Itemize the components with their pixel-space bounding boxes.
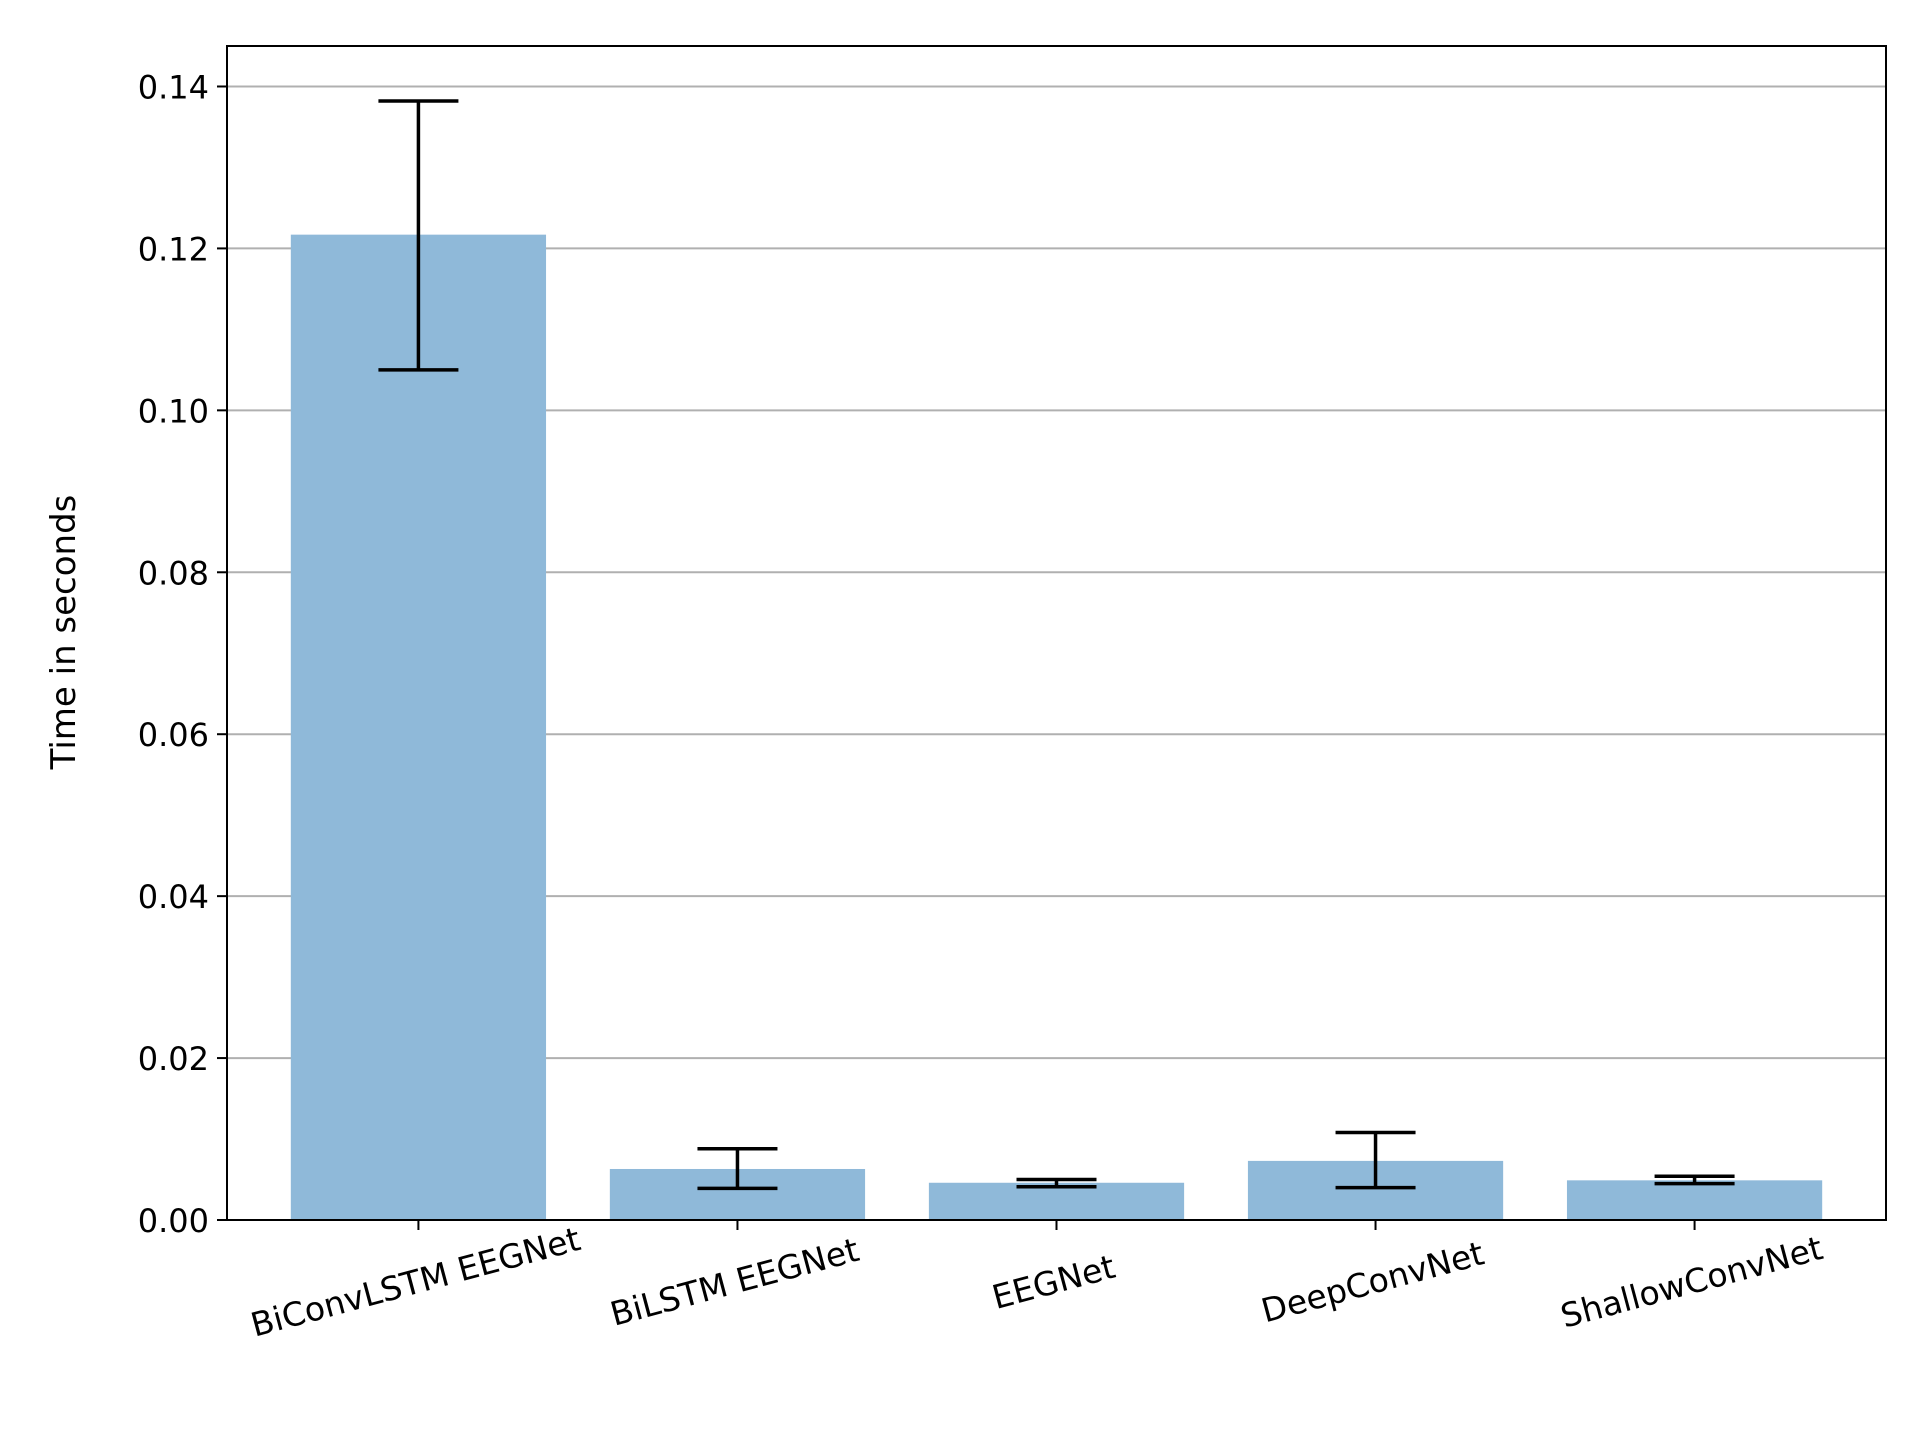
y-tick-label: 0.14 bbox=[138, 68, 209, 106]
error-bar bbox=[378, 99, 459, 372]
y-tick-label: 0.00 bbox=[138, 1202, 209, 1240]
error-bars bbox=[378, 99, 1735, 1191]
error-bar bbox=[697, 1147, 778, 1191]
bar bbox=[1566, 1180, 1823, 1220]
bar bbox=[290, 234, 547, 1220]
y-tick-label: 0.10 bbox=[138, 392, 209, 430]
y-tick-label: 0.02 bbox=[138, 1040, 209, 1078]
y-axis-ticks: 0.00 0.02 0.04 0.06 0.08 0.10 0.12 0.14 bbox=[138, 68, 227, 1240]
y-tick-label: 0.12 bbox=[138, 230, 209, 268]
y-tick-label: 0.08 bbox=[138, 554, 209, 592]
error-bar bbox=[1016, 1177, 1097, 1189]
y-tick-label: 0.04 bbox=[138, 878, 209, 916]
y-axis-label: Time in seconds bbox=[44, 495, 84, 771]
bar bbox=[928, 1182, 1185, 1220]
bars bbox=[290, 234, 1823, 1220]
error-bar bbox=[1335, 1130, 1416, 1190]
error-bar bbox=[1654, 1174, 1735, 1186]
y-tick-label: 0.06 bbox=[138, 716, 209, 754]
